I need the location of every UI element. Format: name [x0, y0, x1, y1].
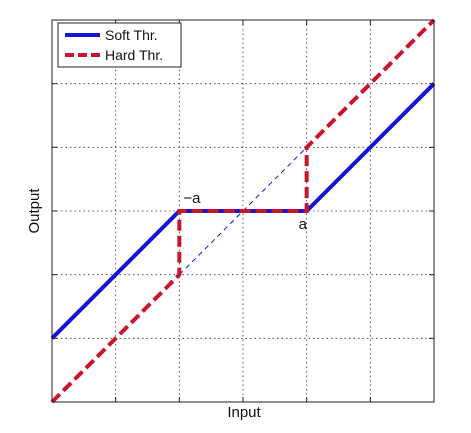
series-line-hard-thr	[50, 18, 436, 404]
annotation-layer: −a a	[183, 190, 307, 233]
legend: Soft Thr. Hard Thr.	[57, 22, 182, 68]
legend-box	[57, 22, 182, 68]
x-axis-label: Input	[227, 404, 261, 421]
y-axis-label: Output	[26, 188, 43, 234]
legend-label-hard-thr: Hard Thr.	[105, 47, 163, 63]
legend-label-soft-thr: Soft Thr.	[105, 27, 158, 43]
annotation-label-a: a	[299, 216, 308, 233]
annotation-label-neg-a: −a	[183, 190, 201, 207]
series-layer	[50, 18, 436, 404]
